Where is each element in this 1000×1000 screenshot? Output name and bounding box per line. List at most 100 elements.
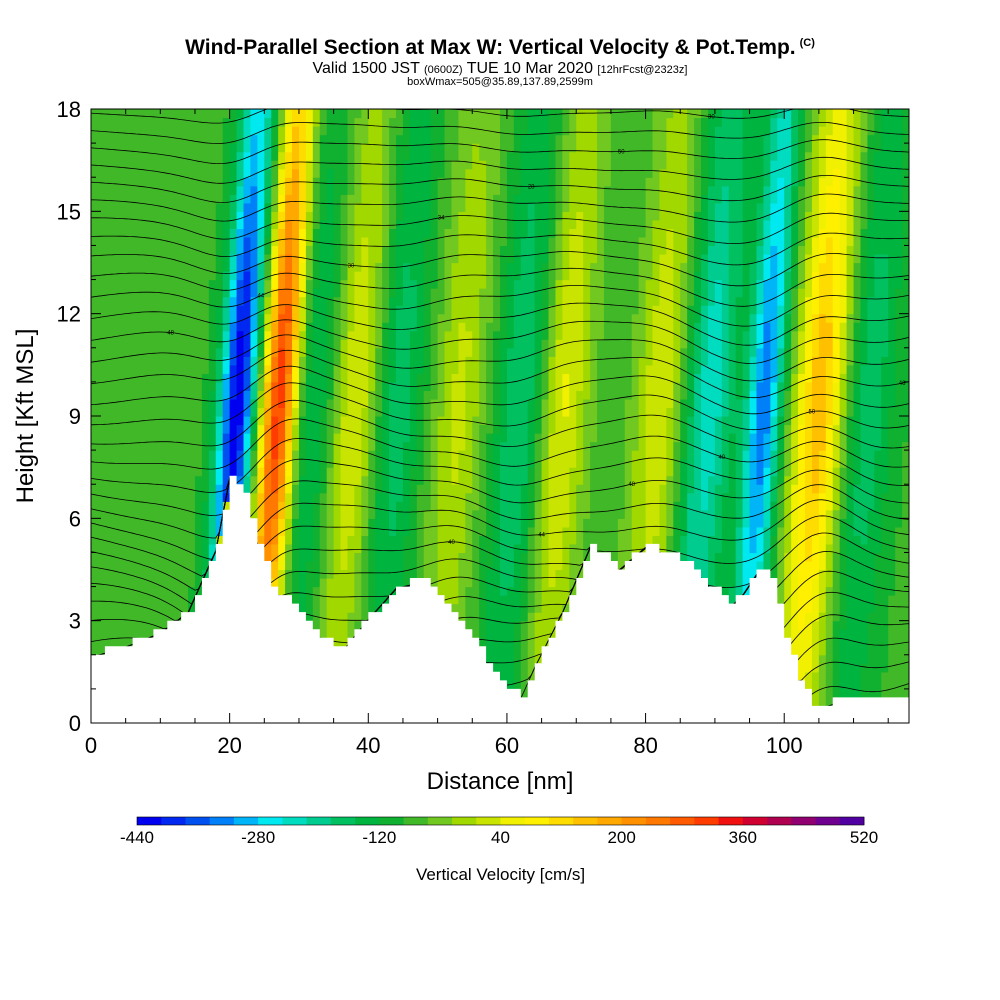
heatmap-cell: [416, 569, 425, 579]
heatmap-cell: [527, 330, 536, 340]
heatmap-cell: [292, 450, 300, 460]
heatmap-cell: [153, 543, 161, 554]
heatmap-cell: [569, 441, 577, 451]
heatmap-cell: [139, 492, 148, 502]
heatmap-cell: [493, 202, 501, 212]
heatmap-cell: [513, 390, 522, 400]
heatmap-cell: [174, 475, 182, 485]
heatmap-cell: [153, 356, 161, 366]
heatmap-cell: [638, 441, 647, 451]
heatmap-cell: [167, 305, 175, 315]
heatmap-cell: [479, 424, 487, 434]
heatmap-cell: [437, 467, 446, 477]
heatmap-cell: [396, 518, 404, 528]
heatmap-cell: [194, 450, 203, 460]
heatmap-cell: [347, 509, 356, 519]
heatmap-cell: [541, 450, 550, 460]
heatmap-cell: [264, 535, 272, 545]
heatmap-cell: [125, 271, 134, 281]
heatmap-cell: [548, 109, 557, 119]
heatmap-cell: [652, 211, 661, 221]
heatmap-cell: [486, 475, 494, 485]
heatmap-cell: [368, 168, 376, 178]
heatmap-cell: [638, 194, 647, 204]
heatmap-cell: [312, 484, 321, 494]
heatmap-cell: [513, 458, 522, 468]
heatmap-cell: [361, 578, 369, 588]
heatmap-cell: [354, 569, 362, 579]
heatmap-cell: [465, 407, 473, 417]
heatmap-cell: [520, 492, 529, 502]
heatmap-cell: [347, 398, 356, 409]
heatmap-cell: [278, 202, 286, 212]
heatmap-cell: [125, 296, 134, 306]
heatmap-cell: [562, 433, 570, 443]
heatmap-cell: [555, 160, 563, 170]
heatmap-cell: [340, 552, 349, 562]
heatmap-cell: [236, 271, 245, 281]
heatmap-cell: [465, 271, 473, 281]
heatmap-cell: [347, 526, 356, 536]
heatmap-cell: [222, 364, 231, 374]
heatmap-cell: [174, 398, 182, 409]
heatmap-cell: [382, 151, 390, 161]
heatmap-cell: [326, 219, 335, 229]
heatmap-cell: [638, 509, 647, 519]
heatmap-cell: [645, 288, 654, 298]
heatmap-cell: [97, 603, 106, 613]
heatmap-cell: [631, 535, 640, 545]
heatmap-cell: [506, 151, 515, 161]
heatmap-cell: [146, 560, 154, 571]
heatmap-cell: [146, 518, 154, 528]
heatmap-cell: [201, 467, 210, 477]
heatmap-cell: [437, 296, 446, 306]
heatmap-cell: [479, 416, 487, 426]
heatmap-cell: [520, 458, 529, 468]
heatmap-cell: [444, 526, 453, 536]
heatmap-cell: [146, 441, 154, 451]
heatmap-cell: [569, 416, 577, 426]
heatmap-cell: [610, 398, 619, 409]
heatmap-cell: [409, 356, 418, 366]
heatmap-cell: [527, 236, 536, 247]
heatmap-cell: [555, 211, 563, 221]
heatmap-cell: [361, 177, 369, 187]
heatmap-cell: [319, 330, 328, 340]
heatmap-cell: [132, 245, 141, 255]
heatmap-cell: [548, 271, 557, 281]
heatmap-cell: [174, 586, 182, 596]
heatmap-cell: [347, 151, 356, 161]
heatmap-cell: [465, 168, 473, 178]
heatmap-cell: [312, 185, 321, 195]
heatmap-cell: [181, 211, 189, 221]
heatmap-cell: [590, 296, 598, 306]
heatmap-cell: [146, 194, 154, 204]
heatmap-cell: [389, 288, 397, 298]
heatmap-cell: [610, 475, 619, 485]
heatmap-cell: [305, 228, 314, 238]
heatmap-cell: [555, 185, 563, 195]
heatmap-cell: [298, 526, 307, 536]
heatmap-cell: [326, 407, 335, 417]
heatmap-cell: [389, 364, 397, 374]
heatmap-cell: [576, 202, 584, 212]
heatmap-cell: [132, 424, 141, 434]
heatmap-cell: [250, 441, 258, 451]
heatmap-cell: [118, 578, 127, 588]
heatmap-cell: [97, 492, 106, 502]
heatmap-cell: [132, 501, 141, 511]
heatmap-cell: [333, 501, 342, 511]
heatmap-cell: [181, 347, 189, 357]
heatmap-cell: [298, 381, 307, 392]
heatmap-cell: [416, 211, 425, 221]
heatmap-cell: [91, 407, 99, 417]
heatmap-cell: [430, 416, 439, 426]
heatmap-cell: [652, 407, 661, 417]
heatmap-cell: [506, 262, 515, 272]
heatmap-cell: [527, 501, 536, 511]
heatmap-cell: [167, 313, 175, 323]
heatmap-cell: [354, 603, 362, 613]
heatmap-cell: [326, 185, 335, 195]
heatmap-cell: [451, 560, 459, 571]
heatmap-cell: [624, 373, 633, 383]
